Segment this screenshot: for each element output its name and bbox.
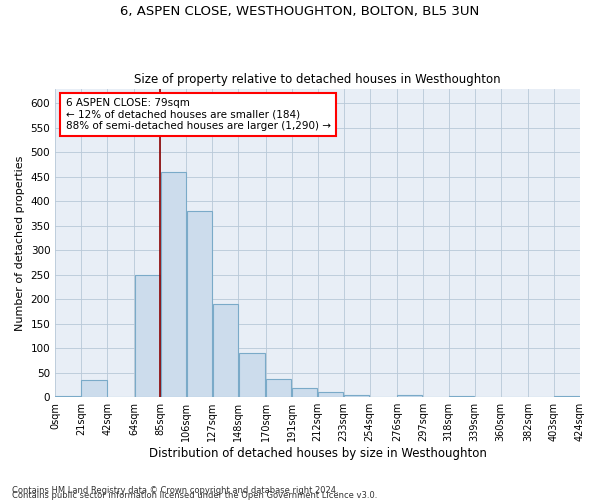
Y-axis label: Number of detached properties: Number of detached properties (15, 155, 25, 330)
Bar (397, 395, 422, 397)
Bar (318, 392, 343, 397)
Bar (82, 380, 107, 397)
Text: 6, ASPEN CLOSE, WESTHOUGHTON, BOLTON, BL5 3UN: 6, ASPEN CLOSE, WESTHOUGHTON, BOLTON, BL… (121, 5, 479, 18)
Text: Contains public sector information licensed under the Open Government Licence v3: Contains public sector information licen… (12, 491, 377, 500)
Bar (266, 379, 291, 397)
Bar (212, 304, 238, 397)
Bar (161, 172, 186, 397)
Bar (55, 396, 81, 397)
Bar (187, 211, 212, 397)
Bar (239, 353, 265, 397)
Title: Size of property relative to detached houses in Westhoughton: Size of property relative to detached ho… (134, 73, 501, 86)
Bar (134, 274, 160, 397)
Text: Contains HM Land Registry data © Crown copyright and database right 2024.: Contains HM Land Registry data © Crown c… (12, 486, 338, 495)
Bar (449, 396, 475, 397)
Bar (292, 388, 317, 397)
X-axis label: Distribution of detached houses by size in Westhoughton: Distribution of detached houses by size … (149, 447, 487, 460)
Text: 6 ASPEN CLOSE: 79sqm
← 12% of detached houses are smaller (184)
88% of semi-deta: 6 ASPEN CLOSE: 79sqm ← 12% of detached h… (65, 98, 331, 131)
Bar (344, 395, 369, 397)
Bar (554, 396, 580, 397)
